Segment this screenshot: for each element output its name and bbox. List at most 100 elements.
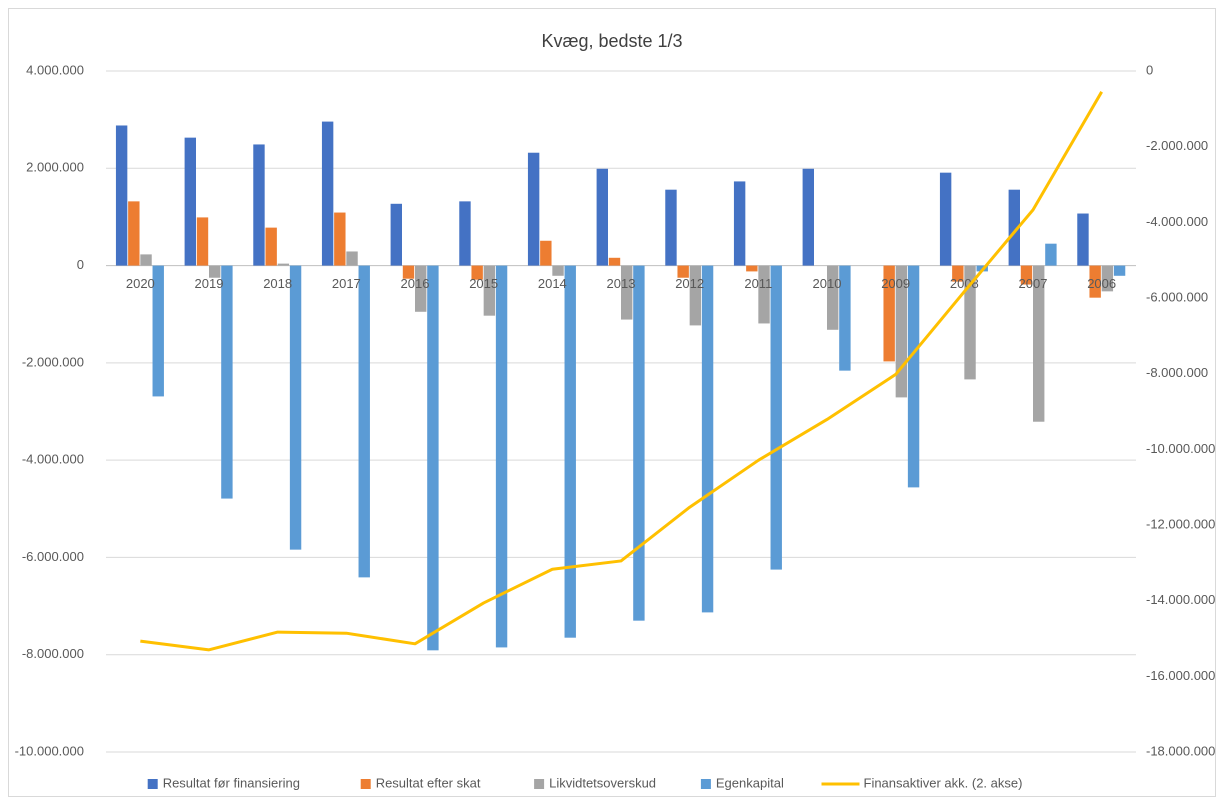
bar	[221, 265, 233, 499]
bar	[471, 265, 483, 280]
bar	[564, 265, 576, 638]
y2-tick-label: -18.000.000	[1146, 743, 1215, 758]
x-tick-label: 2018	[263, 276, 292, 291]
legend-label: Egenkapital	[716, 775, 784, 790]
bar	[608, 257, 621, 266]
bar	[552, 265, 564, 276]
legend-label: Resultat efter skat	[376, 775, 481, 790]
bar	[415, 265, 427, 312]
legend-label: Finansaktiver akk. (2. akse)	[864, 775, 1023, 790]
x-tick-label: 2020	[126, 276, 155, 291]
bar	[596, 168, 608, 266]
y2-tick-label: -4.000.000	[1146, 214, 1208, 229]
y2-tick-label: -6.000.000	[1146, 289, 1208, 304]
bar	[540, 240, 552, 266]
bar	[895, 265, 908, 398]
bar	[334, 212, 346, 266]
bar	[621, 265, 633, 320]
bar	[827, 265, 839, 330]
bar	[277, 263, 290, 266]
x-tick-label: 2014	[538, 276, 567, 291]
y-tick-label: -2.000.000	[22, 354, 84, 369]
bar	[1089, 265, 1101, 298]
y-tick-label: 0	[77, 257, 84, 272]
bar	[746, 265, 758, 272]
bar	[358, 265, 370, 578]
x-tick-label: 2007	[1019, 276, 1048, 291]
y-tick-label: -8.000.000	[22, 646, 84, 661]
bar	[115, 125, 128, 266]
x-tick-label: 2008	[950, 276, 979, 291]
y2-tick-label: -10.000.000	[1146, 441, 1215, 456]
bar	[128, 201, 140, 266]
y2-tick-label: -14.000.000	[1146, 592, 1215, 607]
bar	[196, 217, 209, 266]
x-tick-label: 2011	[744, 276, 772, 291]
bar	[964, 265, 976, 380]
bar	[265, 227, 277, 266]
bar	[1077, 213, 1089, 266]
bar	[701, 265, 714, 613]
y-tick-label: -4.000.000	[22, 452, 84, 467]
bar	[390, 203, 402, 266]
x-tick-label: 2012	[675, 276, 704, 291]
bar	[140, 254, 152, 266]
y-tick-label: 4.000.000	[26, 62, 84, 77]
bar	[427, 265, 439, 651]
bar	[733, 181, 746, 266]
bar	[1101, 265, 1114, 292]
legend-swatch	[534, 779, 545, 789]
legend-swatch	[700, 779, 711, 789]
chart-frame	[8, 8, 1216, 797]
bar	[289, 265, 302, 550]
bar	[952, 265, 964, 282]
bar	[483, 265, 496, 316]
legend-label: Resultat før finansiering	[163, 775, 300, 790]
bar	[689, 265, 702, 326]
bar	[1045, 243, 1057, 266]
bar	[209, 265, 221, 278]
y2-tick-label: -2.000.000	[1146, 138, 1208, 153]
x-tick-label: 2019	[195, 276, 224, 291]
bar	[459, 201, 471, 266]
bar	[253, 144, 265, 266]
bar	[1033, 265, 1045, 422]
bar	[184, 137, 196, 266]
bar	[770, 265, 782, 570]
bar	[839, 265, 851, 371]
bar	[883, 265, 895, 362]
y2-tick-label: 0	[1146, 62, 1153, 77]
bar	[321, 121, 334, 266]
y-tick-label: -10.000.000	[15, 743, 84, 758]
bar	[402, 265, 415, 279]
bar	[152, 265, 164, 397]
y2-tick-label: -12.000.000	[1146, 516, 1215, 531]
bar	[802, 168, 814, 266]
bar	[907, 265, 920, 488]
bar	[1113, 265, 1126, 276]
bar	[1020, 265, 1033, 285]
x-tick-label: 2006	[1087, 276, 1116, 291]
x-tick-label: 2009	[881, 276, 910, 291]
line	[140, 91, 1103, 652]
y2-tick-label: -16.000.000	[1146, 668, 1215, 683]
y-tick-label: -6.000.000	[22, 549, 84, 564]
bar	[495, 265, 508, 648]
x-tick-label: 2016	[401, 276, 430, 291]
legend-label: Likvidtetsoverskud	[549, 775, 656, 790]
legend-swatch	[147, 779, 158, 789]
bar	[1008, 189, 1020, 266]
y-tick-label: 2.000.000	[26, 160, 84, 175]
y2-tick-label: -8.000.000	[1146, 365, 1208, 380]
bar	[527, 152, 540, 266]
x-tick-label: 2015	[469, 276, 498, 291]
bar	[665, 189, 677, 266]
legend-swatch	[360, 779, 371, 789]
x-tick-label: 2017	[332, 276, 361, 291]
bar	[346, 251, 358, 266]
bar	[633, 265, 645, 621]
x-tick-label: 2010	[813, 276, 842, 291]
chart-title: Kvæg, bedste 1/3	[541, 31, 682, 51]
